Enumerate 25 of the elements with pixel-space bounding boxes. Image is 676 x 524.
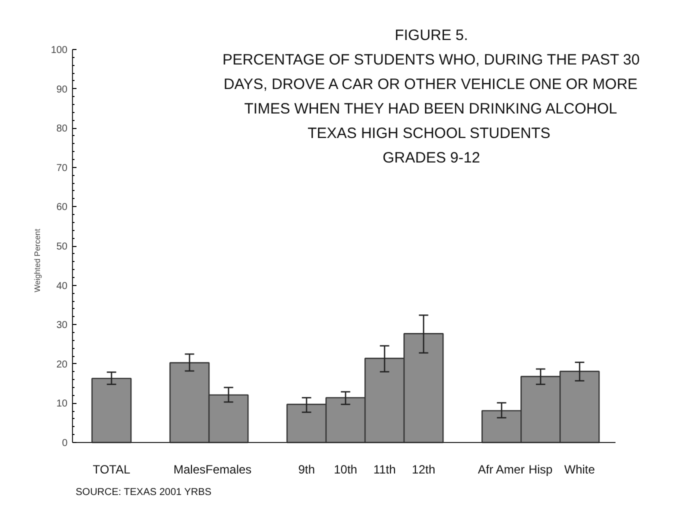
x-tick-label: TOTAL (92, 462, 131, 476)
x-tick-label: Afr Amer (478, 462, 525, 476)
y-tick-label: 40 (56, 280, 68, 292)
y-tick-label: 20 (56, 359, 68, 370)
y-tick-label: 100 (50, 45, 68, 56)
x-tick-label: White (564, 462, 596, 476)
source-note: SOURCE: TEXAS 2001 YRBS (76, 487, 212, 498)
x-tick-label: 10th (334, 462, 358, 476)
x-tick-label: Females (206, 462, 252, 476)
y-tick-label: 10 (56, 398, 68, 410)
y-tick-label: 90 (56, 84, 68, 96)
x-tick-label: 9th (298, 462, 315, 476)
x-tick-label: 12th (412, 462, 436, 476)
bar (91, 378, 132, 444)
x-tick-label: Males (174, 462, 206, 476)
y-tick-label: 0 (62, 438, 68, 449)
y-tick-label: 70 (56, 162, 68, 174)
y-tick-label: 80 (56, 124, 68, 135)
text: FIGURE 5. PERCENTAGE OF STUDENTS WHO, DURING THE PAST 30 DAYS, DROVE A CAR OR OTHER VEHICLE ONE OR MORE TIMES WHEN THEY HAD BEEN DRINKING ALCOHOL TEXAS HIGH SCHOOL STUDENTS GRADES 9-12 (222, 27, 640, 166)
x-tick-label: 11th (373, 462, 396, 476)
y-axis-title: Weighted Percent (32, 228, 42, 292)
y-tick-label: 30 (56, 320, 68, 332)
y-tick-label: 60 (56, 202, 68, 214)
x-tick-label: Hisp (528, 462, 553, 476)
y-tick-label: 50 (56, 242, 68, 252)
